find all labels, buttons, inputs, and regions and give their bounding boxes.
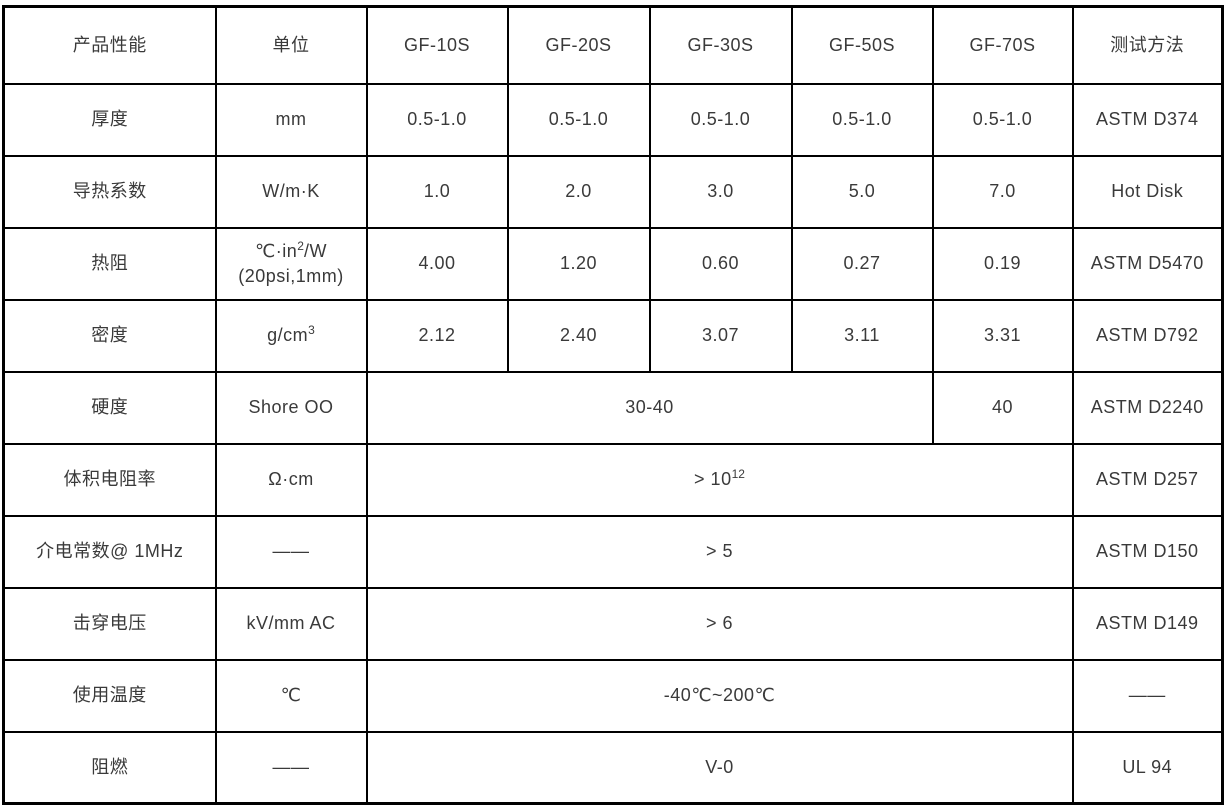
cell-method-volume-resistivity: ASTM D257 bbox=[1071, 442, 1224, 517]
cell-method-dielectric-constant: ASTM D150 bbox=[1071, 514, 1224, 589]
unit-base: ℃·in bbox=[255, 241, 298, 262]
cell-unit-density: g/cm3 bbox=[214, 298, 368, 373]
unit-superscript: 3 bbox=[308, 323, 315, 338]
cell-property-operating-temperature: 使用温度 bbox=[2, 658, 217, 733]
header-gf-50s: GF-50S bbox=[790, 5, 934, 85]
cell-thermal-conductivity-gf50s: 5.0 bbox=[790, 154, 934, 229]
cell-hardness-gf70s: 40 bbox=[931, 370, 1074, 445]
value-base: > 10 bbox=[694, 469, 732, 490]
value-superscript: 12 bbox=[731, 467, 745, 482]
table-row-operating-temperature: 使用温度 ℃ -40℃~200℃ —— bbox=[2, 658, 1224, 733]
cell-method-density: ASTM D792 bbox=[1071, 298, 1224, 373]
cell-volume-resistivity-all-grades: > 1012 bbox=[365, 442, 1074, 517]
header-product-property: 产品性能 bbox=[2, 5, 217, 85]
cell-unit-thermal-resistance: ℃·in2/W (20psi,1mm) bbox=[214, 226, 368, 301]
unit-rest: /W bbox=[303, 241, 327, 262]
table-row-thermal-resistance: 热阻 ℃·in2/W (20psi,1mm) 4.00 1.20 0.60 0.2… bbox=[2, 226, 1224, 301]
cell-thermal-resistance-gf70s: 0.19 bbox=[931, 226, 1074, 301]
cell-property-breakdown-voltage: 击穿电压 bbox=[2, 586, 217, 661]
table-row-breakdown-voltage: 击穿电压 kV/mm AC > 6 ASTM D149 bbox=[2, 586, 1224, 661]
cell-property-thermal-resistance: 热阻 bbox=[2, 226, 217, 301]
header-gf-70s: GF-70S bbox=[931, 5, 1074, 85]
cell-thickness-gf50s: 0.5-1.0 bbox=[790, 82, 934, 157]
cell-thermal-conductivity-gf70s: 7.0 bbox=[931, 154, 1074, 229]
cell-unit-volume-resistivity: Ω·cm bbox=[214, 442, 368, 517]
cell-thickness-gf10s: 0.5-1.0 bbox=[365, 82, 509, 157]
header-gf-20s: GF-20S bbox=[506, 5, 651, 85]
cell-operating-temperature-all-grades: -40℃~200℃ bbox=[365, 658, 1074, 733]
cell-method-hardness: ASTM D2240 bbox=[1071, 370, 1224, 445]
cell-method-thermal-conductivity: Hot Disk bbox=[1071, 154, 1224, 229]
table-row-thickness: 厚度 mm 0.5-1.0 0.5-1.0 0.5-1.0 0.5-1.0 0.… bbox=[2, 82, 1224, 157]
cell-dielectric-constant-all-grades: > 5 bbox=[365, 514, 1074, 589]
cell-density-gf20s: 2.40 bbox=[506, 298, 651, 373]
cell-unit-dielectric-constant: —— bbox=[214, 514, 368, 589]
cell-thermal-conductivity-gf20s: 2.0 bbox=[506, 154, 651, 229]
cell-thermal-resistance-gf30s: 0.60 bbox=[648, 226, 793, 301]
table-row-density: 密度 g/cm3 2.12 2.40 3.07 3.11 3.31 ASTM D… bbox=[2, 298, 1224, 373]
cell-thermal-resistance-gf50s: 0.27 bbox=[790, 226, 934, 301]
cell-property-density: 密度 bbox=[2, 298, 217, 373]
cell-thickness-gf30s: 0.5-1.0 bbox=[648, 82, 793, 157]
cell-thermal-conductivity-gf10s: 1.0 bbox=[365, 154, 509, 229]
cell-thickness-gf20s: 0.5-1.0 bbox=[506, 82, 651, 157]
cell-density-gf50s: 3.11 bbox=[790, 298, 934, 373]
table-row-flame-rating: 阻燃 —— V-0 UL 94 bbox=[2, 730, 1224, 805]
cell-property-hardness: 硬度 bbox=[2, 370, 217, 445]
cell-unit-breakdown-voltage: kV/mm AC bbox=[214, 586, 368, 661]
header-test-method: 测试方法 bbox=[1071, 5, 1224, 85]
table-row-thermal-conductivity: 导热系数 W/m·K 1.0 2.0 3.0 5.0 7.0 Hot Disk bbox=[2, 154, 1224, 229]
header-unit: 单位 bbox=[214, 5, 368, 85]
cell-property-dielectric-constant: 介电常数@ 1MHz bbox=[2, 514, 217, 589]
cell-property-thickness: 厚度 bbox=[2, 82, 217, 157]
cell-unit-thermal-conductivity: W/m·K bbox=[214, 154, 368, 229]
cell-thickness-gf70s: 0.5-1.0 bbox=[931, 82, 1074, 157]
cell-thermal-resistance-gf20s: 1.20 bbox=[506, 226, 651, 301]
cell-unit-flame-rating: —— bbox=[214, 730, 368, 805]
cell-property-thermal-conductivity: 导热系数 bbox=[2, 154, 217, 229]
header-gf-30s: GF-30S bbox=[648, 5, 793, 85]
unit-superscript: 2 bbox=[297, 239, 304, 254]
cell-method-breakdown-voltage: ASTM D149 bbox=[1071, 586, 1224, 661]
cell-unit-thickness: mm bbox=[214, 82, 368, 157]
cell-unit-operating-temperature: ℃ bbox=[214, 658, 368, 733]
table-row-hardness: 硬度 Shore OO 30-40 40 ASTM D2240 bbox=[2, 370, 1224, 445]
cell-method-thickness: ASTM D374 bbox=[1071, 82, 1224, 157]
cell-hardness-gf10s-to-gf50s: 30-40 bbox=[365, 370, 934, 445]
cell-density-gf10s: 2.12 bbox=[365, 298, 509, 373]
header-gf-10s: GF-10S bbox=[365, 5, 509, 85]
table-row-volume-resistivity: 体积电阻率 Ω·cm > 1012 ASTM D257 bbox=[2, 442, 1224, 517]
unit-base: g/cm bbox=[267, 325, 309, 346]
table-row-dielectric-constant: 介电常数@ 1MHz —— > 5 ASTM D150 bbox=[2, 514, 1224, 589]
cell-thermal-resistance-gf10s: 4.00 bbox=[365, 226, 509, 301]
cell-unit-hardness: Shore OO bbox=[214, 370, 368, 445]
cell-thermal-conductivity-gf30s: 3.0 bbox=[648, 154, 793, 229]
cell-method-flame-rating: UL 94 bbox=[1071, 730, 1224, 805]
cell-flame-rating-all-grades: V-0 bbox=[365, 730, 1074, 805]
cell-density-gf70s: 3.31 bbox=[931, 298, 1074, 373]
table-header-row: 产品性能 单位 GF-10S GF-20S GF-30S GF-50S GF-7… bbox=[2, 5, 1224, 85]
product-spec-table: 产品性能 单位 GF-10S GF-20S GF-30S GF-50S GF-7… bbox=[2, 5, 1224, 805]
cell-breakdown-voltage-all-grades: > 6 bbox=[365, 586, 1074, 661]
cell-method-operating-temperature: —— bbox=[1071, 658, 1224, 733]
cell-density-gf30s: 3.07 bbox=[648, 298, 793, 373]
cell-method-thermal-resistance: ASTM D5470 bbox=[1071, 226, 1224, 301]
cell-property-volume-resistivity: 体积电阻率 bbox=[2, 442, 217, 517]
unit-note: (20psi,1mm) bbox=[238, 265, 344, 286]
cell-property-flame-rating: 阻燃 bbox=[2, 730, 217, 805]
